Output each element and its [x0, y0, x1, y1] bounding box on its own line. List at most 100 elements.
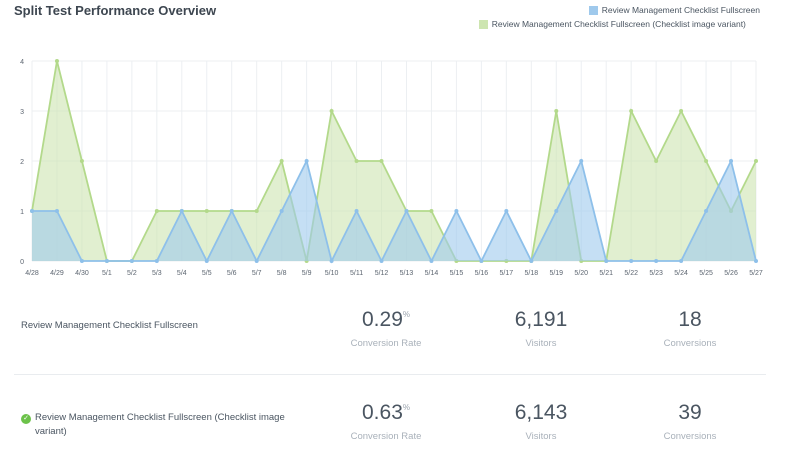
point-variant: [329, 109, 334, 113]
x-tick-label: 4/28: [25, 270, 39, 277]
legend-item-control[interactable]: Review Management Checklist Fullscreen: [479, 3, 760, 17]
point-variant: [754, 159, 758, 163]
conversions-label: Conversions: [663, 338, 717, 349]
point-control: [554, 209, 559, 213]
visitors-value: 6,143: [514, 401, 568, 424]
point-variant: [679, 109, 684, 113]
x-tick-label: 4/29: [50, 270, 64, 277]
point-control: [504, 209, 509, 213]
x-tick-label: 5/10: [325, 270, 339, 277]
percent-sign: %: [402, 403, 410, 412]
point-control: [654, 259, 659, 263]
x-tick-label: 5/25: [699, 270, 713, 277]
point-control: [254, 259, 259, 263]
point-control: [529, 259, 534, 263]
x-tick-label: 5/16: [475, 270, 489, 277]
point-control: [579, 159, 584, 163]
x-tick-label: 5/19: [549, 270, 563, 277]
x-tick-label: 5/23: [649, 270, 663, 277]
point-variant: [354, 159, 359, 163]
point-variant: [629, 109, 634, 113]
point-variant: [79, 159, 84, 163]
point-control: [30, 209, 34, 213]
point-variant: [554, 109, 559, 113]
conversions-stat-variant: 39 Conversions: [620, 401, 760, 442]
x-tick-label: 5/18: [524, 270, 538, 277]
area-control: [32, 161, 756, 261]
conversion-rate-label: Conversion Rate: [350, 338, 422, 349]
x-tick-label: 5/14: [425, 270, 439, 277]
winner-check-icon: ✓: [21, 414, 31, 424]
point-variant: [204, 209, 209, 213]
conversion-rate-label: Conversion Rate: [350, 431, 422, 442]
y-tick-label: 1: [20, 209, 24, 216]
line-variant: [31, 60, 757, 262]
point-control: [229, 209, 234, 213]
point-variant: [704, 159, 709, 163]
visitors-label: Visitors: [525, 338, 557, 349]
point-variant: [254, 209, 259, 213]
legend-label-variant: Review Management Checklist Fullscreen (…: [491, 19, 746, 29]
visitors-stat-variant: 6,143 Visitors: [471, 401, 611, 442]
conversions-value: 18: [678, 308, 702, 331]
x-tick-label: 5/17: [500, 270, 514, 277]
x-tick-label: 5/24: [674, 270, 688, 277]
x-tick-label: 5/13: [400, 270, 414, 277]
row-divider: [14, 374, 766, 375]
conversion-rate-value: 0.29: [362, 308, 403, 331]
point-control: [354, 209, 359, 213]
point-control: [479, 259, 484, 263]
conversions-stat-control: 18 Conversions: [620, 308, 760, 349]
point-variant: [379, 159, 384, 163]
point-control: [329, 259, 334, 263]
y-tick-label: 3: [20, 109, 24, 116]
legend-swatch-blue: [588, 5, 598, 15]
point-control: [54, 209, 59, 213]
x-tick-label: 5/3: [152, 270, 162, 277]
point-variant: [154, 209, 159, 213]
chart-legend: Review Management Checklist Fullscreen R…: [478, 3, 760, 31]
visitors-stat-control: 6,191 Visitors: [471, 308, 611, 349]
point-control: [79, 259, 84, 263]
x-tick-label: 5/21: [599, 270, 613, 277]
point-control: [279, 209, 284, 213]
variant-name-control: Review Management Checklist Fullscreen: [21, 320, 198, 331]
x-tick-label: 5/27: [749, 270, 763, 277]
x-tick-label: 5/7: [252, 270, 262, 277]
point-control: [379, 259, 384, 263]
point-control: [179, 209, 184, 213]
y-tick-label: 0: [20, 259, 24, 266]
x-tick-label: 5/5: [202, 270, 212, 277]
x-tick-label: 5/6: [227, 270, 237, 277]
point-variant: [429, 209, 434, 213]
x-tick-label: 5/9: [302, 270, 312, 277]
percent-sign: %: [402, 310, 410, 319]
point-control: [629, 259, 634, 263]
legend-item-variant[interactable]: Review Management Checklist Fullscreen (…: [478, 17, 760, 31]
x-tick-label: 5/26: [724, 270, 738, 277]
point-control: [304, 159, 309, 163]
point-control: [454, 209, 459, 213]
point-control: [204, 259, 209, 263]
visitors-value: 6,191: [514, 308, 568, 331]
point-control: [154, 259, 159, 263]
legend-swatch-green: [478, 19, 488, 29]
point-variant: [279, 159, 284, 163]
x-tick-label: 5/2: [127, 270, 137, 277]
point-control: [679, 259, 684, 263]
point-control: [404, 209, 409, 213]
x-tick-label: 5/1: [102, 270, 112, 277]
x-tick-label: 5/4: [177, 270, 187, 277]
y-tick-label: 4: [20, 59, 24, 66]
x-tick-label: 5/8: [277, 270, 287, 277]
point-control: [429, 259, 434, 263]
x-tick-label: 5/11: [350, 270, 363, 277]
point-control: [704, 209, 709, 213]
conversions-label: Conversions: [663, 431, 717, 442]
x-tick-label: 4/30: [75, 270, 89, 277]
point-variant: [54, 59, 59, 63]
point-control: [104, 259, 109, 263]
line-control: [32, 158, 757, 264]
x-tick-label: 5/12: [375, 270, 389, 277]
conversion-rate-stat-control: 0.29% Conversion Rate: [316, 308, 456, 349]
